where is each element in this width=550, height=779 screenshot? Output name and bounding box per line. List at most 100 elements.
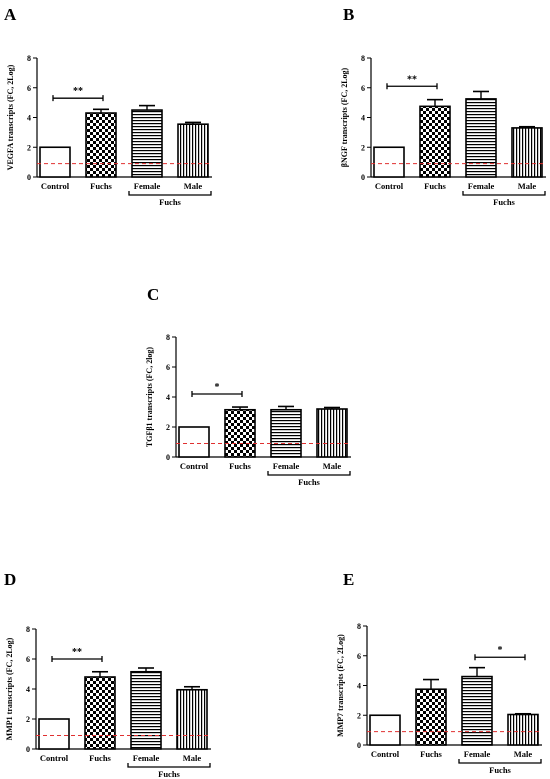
y-axis-label: MMP7 transcripts (FC, 2Log) <box>336 634 345 737</box>
y-tick-label: 2 <box>166 423 170 432</box>
bar-male <box>507 713 539 746</box>
panel-e: E 0 2 4 6 8 MMP7 transcripts (FC, 2Log) Control… <box>336 570 542 775</box>
y-tick-label: 8 <box>357 622 361 631</box>
y-tick-label: 6 <box>361 84 365 93</box>
bar-female <box>130 670 162 750</box>
bar-fuchs <box>419 105 451 178</box>
bar-fuchs <box>85 112 117 178</box>
panel-letter: D <box>4 570 16 589</box>
bar-fuchs <box>415 688 447 746</box>
x-category-label: Control <box>41 181 70 191</box>
y-tick-label: 4 <box>27 114 31 123</box>
x-category-label: Fuchs <box>90 181 112 191</box>
bar-control <box>39 146 71 178</box>
panel-letter: E <box>343 570 354 589</box>
y-tick-label: 2 <box>361 143 365 152</box>
x-category-label: Male <box>518 181 537 191</box>
significance-label: ** <box>73 86 83 97</box>
y-tick-label: 2 <box>357 711 361 720</box>
x-category-label: Male <box>323 461 342 471</box>
x-category-label: Control <box>371 749 400 759</box>
y-tick-label: 8 <box>166 333 170 342</box>
group-label: Fuchs <box>493 197 515 207</box>
y-tick-label: 8 <box>27 54 31 63</box>
x-category-label: Female <box>134 181 161 191</box>
x-category-label: Fuchs <box>420 749 442 759</box>
bar-control <box>38 718 70 750</box>
y-axis-label: βNGF transcripts (FC, 2Log) <box>340 67 349 167</box>
x-category-label: Control <box>40 753 69 763</box>
bar-female <box>131 109 163 178</box>
significance-bracket <box>51 656 103 662</box>
x-category-label: Fuchs <box>424 181 446 191</box>
panel-a: A 0 2 4 6 8 VEGFA transcripts (FC, 2Log) Contro… <box>4 5 212 207</box>
group-label: Fuchs <box>158 769 180 779</box>
bar-control <box>373 146 405 178</box>
y-tick-label: 0 <box>26 745 30 754</box>
y-axis-label: MMP1 transcripts (FC, 2Log) <box>5 637 14 740</box>
group-bracket <box>267 471 351 476</box>
y-tick-label: 8 <box>361 54 365 63</box>
significance-bracket <box>386 83 438 90</box>
x-category-label: Male <box>184 181 203 191</box>
x-category-label: Control <box>375 181 404 191</box>
group-bracket <box>128 191 212 196</box>
group-bracket <box>127 763 211 768</box>
significance-label: ** <box>407 74 417 85</box>
y-tick-label: 6 <box>27 84 31 93</box>
panels-root: A 0 2 4 6 8 VEGFA transcripts (FC, 2Log) Contro… <box>4 5 546 779</box>
y-tick-label: 0 <box>166 453 170 462</box>
y-tick-label: 0 <box>357 741 361 750</box>
x-category-label: Male <box>183 753 202 763</box>
significance-bracket <box>52 95 104 102</box>
group-bracket <box>458 759 542 764</box>
bar-male <box>511 127 543 178</box>
y-tick-label: 6 <box>166 363 170 372</box>
x-category-label: Female <box>133 753 160 763</box>
x-category-label: Female <box>468 181 495 191</box>
y-tick-label: 4 <box>166 393 170 402</box>
y-tick-label: 6 <box>26 655 30 664</box>
panel-d: D 0 2 4 6 8 MMP1 transcripts (FC, 2Log) Control… <box>4 570 211 779</box>
x-category-label: Female <box>464 749 491 759</box>
y-tick-label: 6 <box>357 652 361 661</box>
y-tick-label: 0 <box>27 173 31 182</box>
bar-fuchs <box>224 408 256 458</box>
panel-letter: A <box>4 5 17 24</box>
y-tick-label: 0 <box>361 173 365 182</box>
y-tick-label: 4 <box>357 682 361 691</box>
y-axis-label: TGFβ1 transcripts (FC, 2log) <box>145 347 154 448</box>
x-category-label: Control <box>180 461 209 471</box>
bar-control <box>178 426 210 458</box>
significance-label: ** <box>72 647 82 658</box>
y-axis-label: VEGFA transcripts (FC, 2Log) <box>6 64 15 170</box>
bar-control <box>369 714 401 746</box>
group-label: Fuchs <box>159 197 181 207</box>
group-label: Fuchs <box>489 765 511 775</box>
bar-female <box>465 98 497 178</box>
y-tick-label: 2 <box>27 143 31 152</box>
bar-fuchs <box>84 676 116 750</box>
bar-male <box>177 123 209 178</box>
x-category-label: Fuchs <box>229 461 251 471</box>
y-tick-label: 4 <box>26 685 30 694</box>
y-tick-label: 8 <box>26 625 30 634</box>
significance-bracket <box>474 654 526 661</box>
bar-female <box>461 675 493 746</box>
x-category-label: Male <box>514 749 533 759</box>
bar-male <box>316 408 348 458</box>
bar-female <box>270 408 302 458</box>
y-tick-label: 2 <box>26 715 30 724</box>
significance-label: * <box>215 382 220 393</box>
panel-letter: B <box>343 5 354 24</box>
group-bracket <box>462 191 546 196</box>
significance-bracket <box>191 391 243 397</box>
bar-male <box>176 688 208 750</box>
panel-b: B 0 2 4 6 8 βNGF transcripts (FC, 2Log) Control… <box>340 5 546 207</box>
panel-letter: C <box>147 285 159 304</box>
group-label: Fuchs <box>298 477 320 487</box>
y-tick-label: 4 <box>361 114 365 123</box>
significance-label: * <box>498 645 503 656</box>
x-category-label: Female <box>273 461 300 471</box>
